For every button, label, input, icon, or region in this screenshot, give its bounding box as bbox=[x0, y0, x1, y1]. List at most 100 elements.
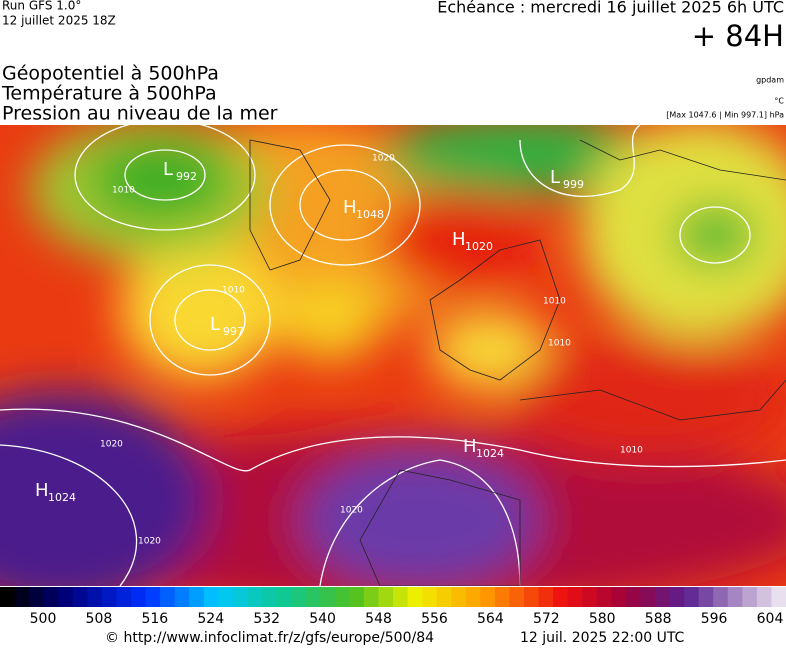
center-letter: H bbox=[35, 480, 49, 501]
colorbar-swatch bbox=[291, 587, 307, 607]
colorbar-swatch bbox=[567, 587, 583, 607]
center-value: 999 bbox=[563, 178, 584, 191]
colorbar: 500 508 516 524 532 540 548 556 564 572 580 588 596 6… bbox=[0, 587, 786, 627]
colorbar-label: 564 bbox=[477, 611, 504, 627]
colorbar-label: 580 bbox=[589, 611, 616, 627]
colorbar-swatch bbox=[87, 587, 103, 607]
colorbar-swatch bbox=[320, 587, 336, 607]
colorbar-swatch bbox=[334, 587, 350, 607]
center-letter: H bbox=[463, 436, 477, 457]
isobar-label: 1010 bbox=[548, 339, 571, 349]
colorbar-label: 548 bbox=[365, 611, 392, 627]
colorbar-swatch bbox=[625, 587, 641, 607]
field: Température à 500hPa bbox=[1, 83, 217, 105]
colorbar-swatch bbox=[58, 587, 74, 607]
field: Géopotentiel à 500hPa bbox=[2, 63, 219, 85]
colorbar-swatch bbox=[742, 587, 758, 607]
unit: °C bbox=[774, 97, 784, 106]
isobar-label: 1010 bbox=[620, 446, 643, 456]
colorbar-swatch bbox=[611, 587, 627, 607]
isobar-label: 1020 bbox=[100, 440, 123, 450]
isobar-label: 1020 bbox=[340, 506, 363, 516]
colorbar-swatch bbox=[509, 587, 525, 607]
center-letter: L bbox=[163, 159, 173, 180]
colorbar-swatch bbox=[451, 587, 467, 607]
colorbar-swatch bbox=[43, 587, 59, 607]
colorbar-swatch bbox=[538, 587, 554, 607]
map bbox=[0, 125, 786, 586]
colorbar-swatch bbox=[582, 587, 598, 607]
colorbar-label: 596 bbox=[701, 611, 728, 627]
colorbar-swatch bbox=[14, 587, 30, 607]
center-value: 1024 bbox=[48, 491, 76, 504]
colorbar-swatch bbox=[218, 587, 234, 607]
colorbar-swatch bbox=[131, 587, 147, 607]
unit: gpdam bbox=[756, 76, 784, 85]
isobar-label: 1020 bbox=[138, 537, 161, 547]
colorbar-swatch bbox=[101, 587, 117, 607]
colorbar-swatch bbox=[393, 587, 409, 607]
colorbar-swatch bbox=[378, 587, 394, 607]
center-letter: H bbox=[343, 197, 357, 218]
colorbar-swatch bbox=[553, 587, 569, 607]
colorbar-label: 572 bbox=[533, 611, 560, 627]
isobar-label: 1020 bbox=[372, 154, 395, 164]
colorbar-swatch bbox=[640, 587, 656, 607]
colorbar-swatch bbox=[494, 587, 510, 607]
colorbar-swatch bbox=[145, 587, 161, 607]
colorbar-swatch bbox=[436, 587, 452, 607]
lead-time: + 84H bbox=[692, 19, 784, 53]
isobar-labels: 1020 1010 1010 1010 1010 1020 1020 1020 1010 bbox=[100, 154, 643, 547]
colorbar-swatch bbox=[160, 587, 176, 607]
colorbar-label: 516 bbox=[141, 611, 168, 627]
center-value: 1048 bbox=[356, 208, 384, 221]
isobar-label: 1010 bbox=[222, 286, 245, 296]
colorbar-swatch bbox=[713, 587, 729, 607]
colorbar-label: 540 bbox=[309, 611, 336, 627]
colorbar-swatch bbox=[480, 587, 496, 607]
colorbar-swatch bbox=[771, 587, 786, 607]
colorbar-swatch bbox=[203, 587, 219, 607]
colorbar-label: 588 bbox=[645, 611, 672, 627]
colorbar-swatch bbox=[756, 587, 772, 607]
isobar-label: 1010 bbox=[543, 297, 566, 307]
colorbar-label: 604 bbox=[757, 611, 784, 627]
field: Pression au niveau de la mer bbox=[2, 103, 278, 125]
colorbar-swatch bbox=[669, 587, 685, 607]
colorbar-swatch bbox=[72, 587, 88, 607]
colorbar-swatch bbox=[524, 587, 540, 607]
colorbar-label: 500 bbox=[30, 611, 57, 627]
colorbar-swatch bbox=[596, 587, 612, 607]
center-value: 992 bbox=[176, 170, 197, 183]
center-letter: H bbox=[452, 229, 466, 250]
colorbar-swatch bbox=[232, 587, 248, 607]
colorbar-swatch bbox=[363, 587, 379, 607]
colorbar-label: 524 bbox=[197, 611, 224, 627]
center-value: 997 bbox=[223, 325, 244, 338]
colorbar-swatch bbox=[422, 587, 438, 607]
center-letter: L bbox=[210, 314, 220, 335]
colorbar-label: 532 bbox=[253, 611, 280, 627]
center-letter: L bbox=[550, 167, 560, 188]
colorbar-swatch bbox=[655, 587, 671, 607]
colorbar-swatch bbox=[276, 587, 292, 607]
colorbar-swatch bbox=[407, 587, 423, 607]
unit: [Max 1047.6 | Min 997.1] hPa bbox=[666, 111, 784, 120]
center-value: 1020 bbox=[465, 240, 493, 253]
isobar-label: 1010 bbox=[112, 186, 135, 196]
source: © http://www.infoclimat.fr/z/gfs/europe/… bbox=[105, 630, 434, 646]
colorbar-swatch bbox=[247, 587, 263, 607]
colorbar-swatch bbox=[684, 587, 700, 607]
colorbar-swatch bbox=[116, 587, 132, 607]
colorbar-swatch bbox=[305, 587, 321, 607]
center-value: 1024 bbox=[476, 447, 504, 460]
colorbar-swatch bbox=[0, 587, 16, 607]
colorbar-swatch bbox=[698, 587, 714, 607]
run: Run GFS 1.0° bbox=[2, 0, 81, 13]
colorbar-label: 508 bbox=[86, 611, 113, 627]
run-date: 12 juillet 2025 18Z bbox=[2, 14, 116, 28]
colorbar-swatch bbox=[349, 587, 365, 607]
generated: 12 juil. 2025 22:00 UTC bbox=[520, 630, 685, 646]
